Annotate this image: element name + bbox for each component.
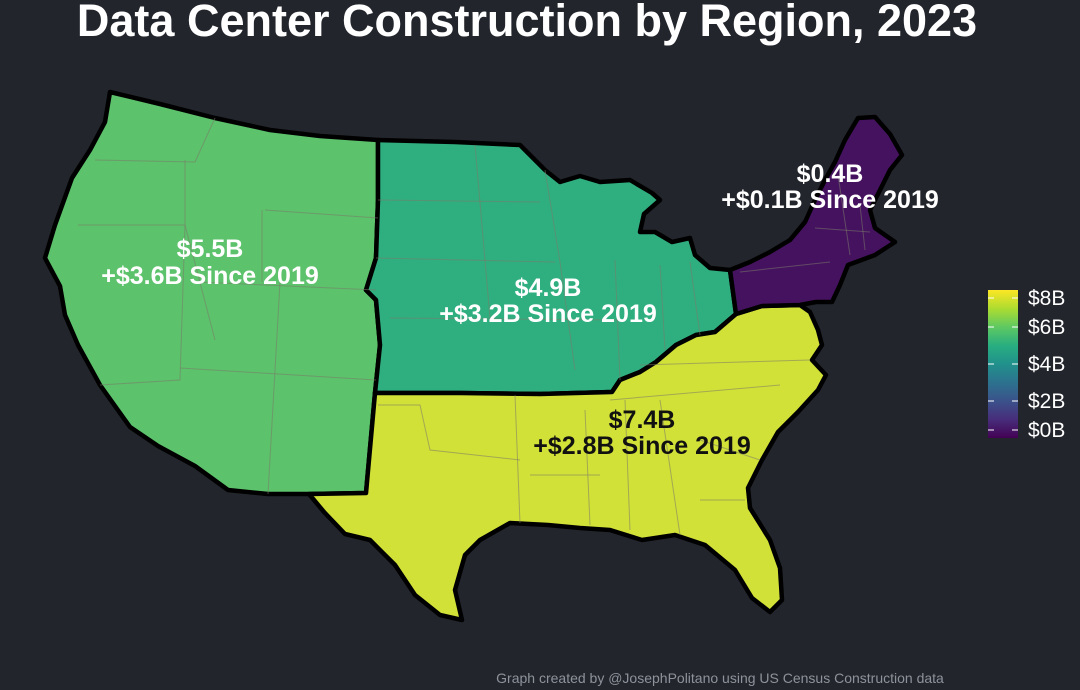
- region-labels: $5.5B +$3.6B Since 2019 $4.9B +$3.2B Sin…: [101, 160, 939, 460]
- west-change-label: +$3.6B Since 2019: [101, 262, 319, 290]
- midwest-value-label: $4.9B: [515, 274, 582, 302]
- legend-tick-label: $0B: [1028, 419, 1065, 442]
- map-title: Data Center Construction by Region, 2023: [77, 0, 977, 46]
- northeast-value-label: $0.4B: [797, 160, 864, 188]
- region-northeast: [727, 114, 905, 317]
- south-change-label: +$2.8B Since 2019: [533, 432, 751, 460]
- south-value-label: $7.4B: [609, 406, 676, 434]
- caption: Graph created by @JosephPolitano using U…: [496, 670, 944, 686]
- region-west: [42, 89, 383, 497]
- west-value-label: $5.5B: [177, 235, 244, 263]
- legend-tick-marks: [988, 297, 1018, 431]
- northeast-change-label: +$0.1B Since 2019: [721, 186, 939, 214]
- legend-tick-label: $6B: [1028, 316, 1065, 339]
- legend-tick-label: $4B: [1028, 353, 1065, 376]
- legend-tick-label: $8B: [1028, 287, 1065, 310]
- region-south: [306, 302, 829, 623]
- legend-tick-label: $2B: [1028, 390, 1065, 413]
- midwest-change-label: +$3.2B Since 2019: [439, 300, 657, 328]
- state-boundaries: [78, 117, 871, 536]
- legend-tick-labels: $8B $6B $4B $2B $0B: [1028, 287, 1065, 442]
- legend: $8B $6B $4B $2B $0B: [988, 287, 1065, 442]
